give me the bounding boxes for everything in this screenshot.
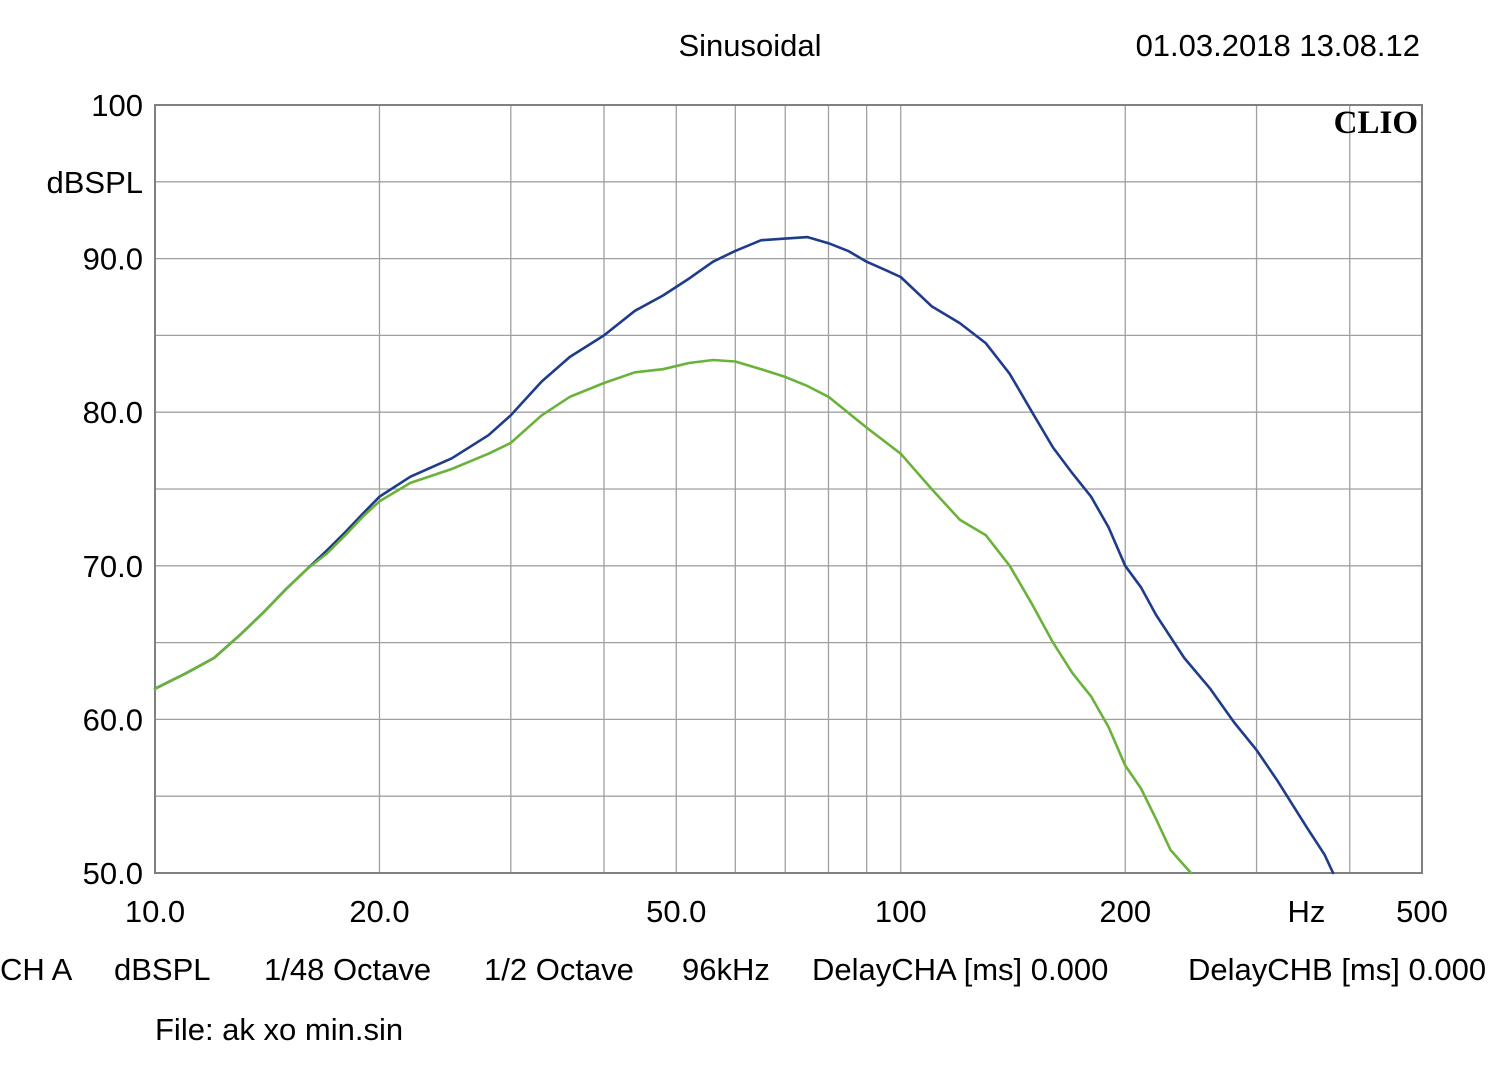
x-tick-label: 50.0 — [646, 894, 706, 929]
measurement-mode-label: Sinusoidal — [678, 28, 821, 63]
y-tick-label: 80.0 — [83, 395, 143, 430]
response-curve-1 — [153, 235, 1335, 875]
x-tick-label: 100 — [875, 894, 927, 929]
grid — [154, 104, 1423, 874]
x-axis-unit-label: Hz — [1288, 894, 1326, 929]
y-tick-label: 90.0 — [83, 242, 143, 277]
response-curve-2 — [153, 358, 1193, 875]
file-label: File: ak xo min.sin — [155, 1012, 404, 1047]
y-tick-label: 100 — [91, 88, 143, 123]
y-tick-label: 50.0 — [83, 856, 143, 891]
clio-brand-logo: CLIO — [1334, 105, 1418, 141]
plot-frame — [154, 104, 1423, 874]
timestamp-label: 01.03.2018 13.08.12 — [1136, 28, 1420, 63]
delay-cha-label: DelayCHA [ms] 0.000 — [812, 952, 1109, 987]
curves — [153, 235, 1335, 875]
x-tick-label: 20.0 — [349, 894, 409, 929]
x-tick-label: 10.0 — [125, 894, 185, 929]
y-axis-ticks: 100 90.0 80.0 70.0 60.0 50.0 dBSPL — [46, 88, 143, 891]
smoothing-label: 1/2 Octave — [484, 952, 634, 987]
resolution-label: 1/48 Octave — [264, 952, 432, 987]
channel-label: CH A — [0, 952, 73, 987]
y-tick-label: 60.0 — [83, 702, 143, 737]
x-axis-ticks: 10.0 20.0 50.0 100 200 500 Hz — [125, 894, 1448, 929]
delay-chb-label: DelayCHB [ms] 0.000 — [1188, 952, 1487, 987]
unit-label: dBSPL — [114, 952, 211, 987]
sample-rate-label: 96kHz — [682, 952, 770, 987]
y-tick-label: 70.0 — [83, 549, 143, 584]
y-axis-unit-label: dBSPL — [46, 165, 143, 200]
x-tick-label: 500 — [1396, 894, 1448, 929]
frequency-response-chart: Sinusoidal 01.03.2018 13.08.12 100 90.0 80… — [46, 28, 1448, 929]
x-tick-label: 200 — [1099, 894, 1151, 929]
